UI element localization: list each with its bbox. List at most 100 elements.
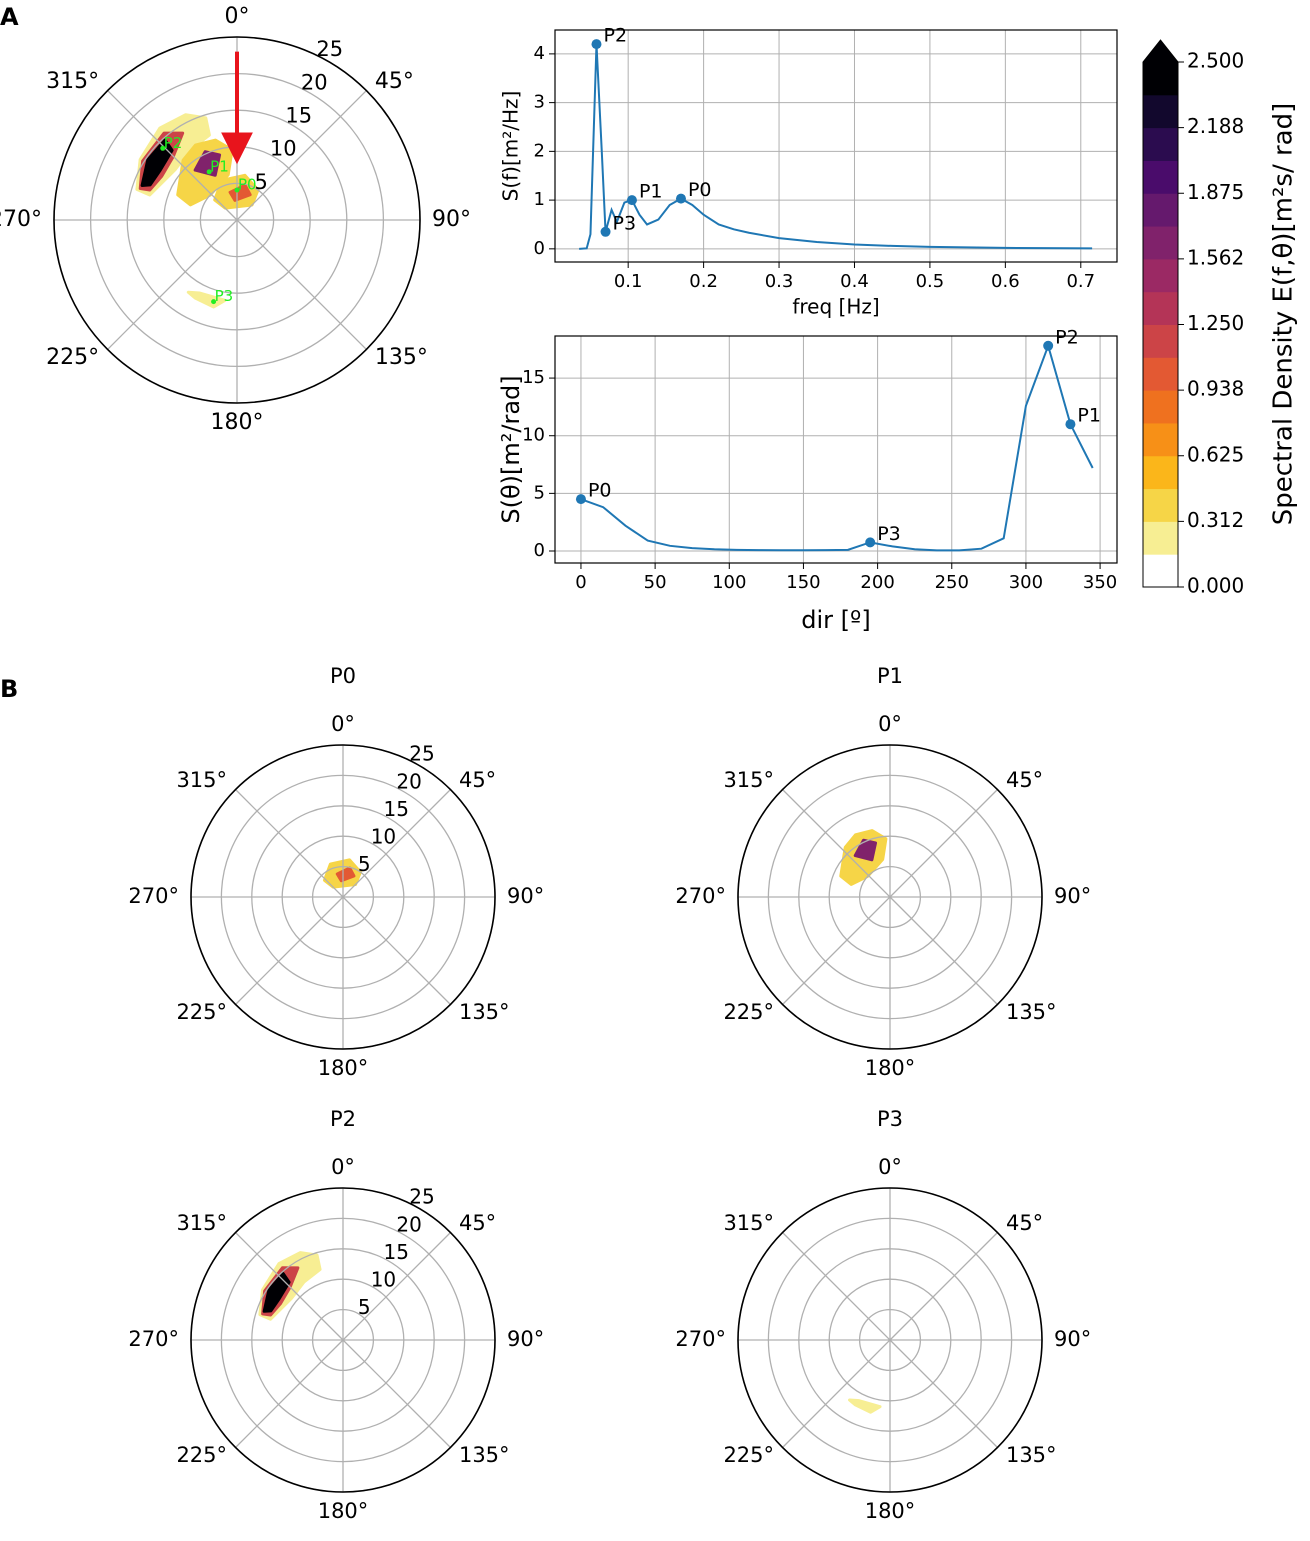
polar-plot: 0° 45° 90° 135° 180° 225° 270° 315° 510 15 20 25 P0 P… [0, 4, 471, 435]
y-tick-label: 4 [534, 43, 545, 64]
angular-tick-label: 315° [176, 768, 227, 792]
angular-grid-line [235, 896, 344, 1005]
radial-tick-label: 25 [409, 742, 434, 766]
angular-tick-label: 90° [1054, 884, 1091, 908]
angular-tick-label: 180° [865, 1499, 916, 1523]
angular-grid-line [236, 219, 367, 350]
colorbar-tick-label: 1.562 [1187, 245, 1244, 269]
colorbar-band [1143, 521, 1178, 555]
polar-title: P1 [877, 664, 903, 688]
peak-label: P0 [238, 175, 257, 193]
colorbar-tick-label: 0.625 [1187, 442, 1244, 466]
angular-grid-line [889, 1339, 998, 1448]
colorbar-tick-label: 2.500 [1187, 49, 1244, 73]
density-region [848, 1398, 882, 1414]
polar-frame [190, 744, 496, 1050]
peak-label: P0 [588, 480, 612, 502]
angular-tick-label: 45° [459, 1211, 496, 1235]
angular-grid-line [889, 1232, 998, 1341]
peak-label: P1 [639, 181, 663, 203]
angular-grid-line [235, 789, 344, 898]
angular-tick-label: 0° [225, 4, 250, 29]
radial-tick-label: 10 [371, 1267, 396, 1291]
radial-tick-label: 20 [396, 1212, 421, 1236]
polar-frame [737, 1187, 1043, 1493]
x-tick-label: 250 [935, 572, 969, 593]
angular-tick-label: 225° [723, 1443, 774, 1467]
radial-tick-label: 5 [358, 1295, 371, 1319]
density-region [853, 838, 878, 862]
radial-tick-label: 10 [270, 137, 297, 161]
angular-tick-label: 90° [507, 884, 544, 908]
x-tick-label: 0.4 [840, 271, 869, 292]
angular-tick-label: 135° [459, 1000, 510, 1024]
x-tick-label: 0.6 [991, 271, 1020, 292]
radial-tick-label: 25 [409, 1185, 434, 1209]
x-tick-label: 0.3 [765, 271, 794, 292]
radial-tick-label: 15 [384, 1240, 409, 1264]
y-tick-label: 5 [534, 482, 545, 503]
peak-marker [1065, 419, 1076, 430]
colorbar-band [1143, 127, 1178, 161]
polar-plot: 0° 45° 90° 135° 180° 225° 270° 315° 510 15 20 25 P0 [128, 664, 544, 1080]
colorbar-tick-label: 0.938 [1187, 377, 1244, 401]
angular-grid-line [782, 789, 891, 898]
x-tick-label: 300 [1009, 572, 1043, 593]
peak-label: P1 [210, 157, 229, 175]
panel-label: A [0, 3, 19, 31]
colorbar-band [1143, 554, 1178, 588]
peak-marker [234, 187, 240, 193]
angular-tick-label: 315° [723, 768, 774, 792]
angular-grid-line [236, 90, 367, 221]
peak-label: P3 [215, 287, 234, 305]
angular-grid-line [889, 789, 998, 898]
angular-tick-label: 315° [176, 1211, 227, 1235]
colorbar-band [1143, 62, 1178, 96]
colorbar-label: Spectral Density E(f,θ)[m²s/ rad] [1269, 103, 1299, 526]
radial-tick-label: 15 [384, 797, 409, 821]
axes-frame [554, 335, 1118, 564]
x-tick-label: 0.2 [689, 271, 718, 292]
angular-grid-line [342, 896, 451, 1005]
y-tick-label: 15 [522, 367, 545, 388]
polar-frame [190, 1187, 496, 1493]
angular-grid-line [782, 1339, 891, 1448]
angular-tick-label: 270° [0, 207, 42, 232]
angular-grid-line [342, 789, 451, 898]
angular-grid-line [782, 1232, 891, 1341]
angular-tick-label: 270° [128, 1327, 179, 1351]
angular-tick-label: 45° [375, 69, 414, 94]
peak-marker [206, 169, 212, 175]
line-chart: 0 50 100 150 200 250 300 350 0 5 10 15 P0 P3 P2 P1 dir [… [497, 326, 1118, 634]
colorbar-band [1143, 455, 1178, 490]
panel-label: B [0, 675, 18, 703]
radial-tick-label: 20 [396, 769, 421, 793]
angular-tick-label: 180° [865, 1056, 916, 1080]
colorbar-band [1143, 160, 1178, 194]
density-region [228, 183, 252, 202]
peak-label: P3 [613, 212, 637, 234]
angular-tick-label: 90° [1054, 1327, 1091, 1351]
x-axis-label: dir [º] [801, 606, 870, 634]
density-region [335, 866, 356, 883]
angular-grid-line [107, 219, 238, 350]
angular-tick-label: 45° [1006, 1211, 1043, 1235]
radial-tick-label: 10 [371, 824, 396, 848]
angular-grid-line [342, 1232, 451, 1341]
angular-grid-line [107, 90, 238, 221]
peak-marker [675, 193, 686, 204]
colorbar-tick-label: 1.250 [1187, 311, 1244, 335]
polar-plot: 0° 45° 90° 135° 180° 225° 270° 315° P1 [675, 664, 1091, 1080]
angular-tick-label: 135° [1006, 1000, 1057, 1024]
peak-marker [626, 195, 637, 206]
angular-tick-label: 135° [1006, 1443, 1057, 1467]
peak-marker [211, 299, 217, 305]
angular-grid-line [782, 896, 891, 1005]
density-region [262, 1272, 291, 1313]
colorbar-extension [1143, 40, 1178, 62]
angular-tick-label: 225° [46, 345, 99, 370]
y-tick-label: 1 [534, 189, 545, 210]
polar-plot: 0° 45° 90° 135° 180° 225° 270° 315° P3 [675, 1107, 1091, 1523]
polar-frame [737, 744, 1043, 1050]
